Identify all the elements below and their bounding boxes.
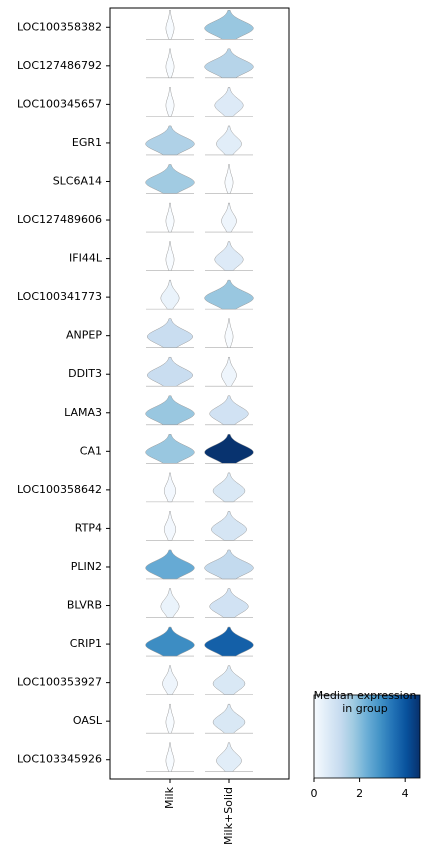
violin <box>212 472 246 503</box>
violin <box>162 665 178 695</box>
violin <box>221 356 237 387</box>
violin <box>204 279 254 310</box>
violin <box>214 241 244 271</box>
y-tick-label: CRIP1 <box>70 637 102 650</box>
y-tick-label: LOC127486792 <box>17 59 102 72</box>
violin <box>224 164 234 194</box>
colorbar-tick-label: 4 <box>402 787 409 800</box>
y-tick-label: LOC103345926 <box>17 753 102 766</box>
violin <box>145 549 195 580</box>
violin <box>204 626 254 657</box>
y-tick-label: PLIN2 <box>71 560 102 573</box>
violin <box>145 125 195 156</box>
y-tick-label: IFI44L <box>69 252 103 265</box>
violin <box>209 588 249 618</box>
violin <box>209 395 249 426</box>
y-tick-label: LAMA3 <box>64 406 102 419</box>
x-tick-label: Milk <box>163 786 176 809</box>
y-tick-label: CA1 <box>80 444 102 457</box>
y-tick-label: LOC100345657 <box>17 97 102 110</box>
x-tick-label: Milk+Solid <box>222 787 235 845</box>
violin <box>165 241 175 271</box>
violin <box>224 318 234 348</box>
violin <box>204 10 254 40</box>
violin <box>211 511 247 541</box>
y-tick-label: OASL <box>73 714 103 727</box>
violin <box>165 48 175 79</box>
violin <box>147 356 193 387</box>
y-tick-label: BLVRB <box>67 599 102 612</box>
violin <box>160 588 180 618</box>
violin <box>165 87 175 117</box>
violin <box>216 125 242 156</box>
y-tick-label: LOC100341773 <box>17 290 102 303</box>
y-tick-label: LOC100353927 <box>17 676 102 689</box>
y-tick-label: ANPEP <box>66 329 102 342</box>
violin <box>147 318 193 348</box>
violin <box>145 434 195 464</box>
violin <box>204 48 254 79</box>
colorbar-tick-label: 0 <box>311 787 318 800</box>
y-tick-label: LOC100358382 <box>17 20 102 33</box>
y-tick-label: LOC127489606 <box>17 213 102 226</box>
violin <box>163 472 177 503</box>
colorbar-tick-label: 2 <box>356 787 363 800</box>
y-tick-label: EGR1 <box>72 136 102 149</box>
violin <box>204 549 254 580</box>
y-tick-label: LOC100358642 <box>17 483 102 496</box>
violin <box>165 742 175 772</box>
violin <box>212 703 246 734</box>
violin <box>212 665 246 695</box>
y-tick-label: SLC6A14 <box>53 174 102 187</box>
violin <box>165 202 175 233</box>
colorbar <box>313 694 421 779</box>
violin <box>204 434 254 464</box>
violin <box>214 87 244 117</box>
violin <box>216 742 242 772</box>
y-tick-label: RTP4 <box>75 521 102 534</box>
violin <box>165 703 175 734</box>
y-tick-label: DDIT3 <box>68 367 102 380</box>
violin <box>145 626 195 657</box>
violin <box>163 511 177 541</box>
violin <box>160 279 180 310</box>
colorbar-title: Median expression in group <box>313 689 417 715</box>
plot-frame <box>109 7 290 780</box>
violin <box>145 164 195 194</box>
violin <box>221 202 237 233</box>
violin <box>145 395 195 426</box>
violin <box>165 10 175 40</box>
